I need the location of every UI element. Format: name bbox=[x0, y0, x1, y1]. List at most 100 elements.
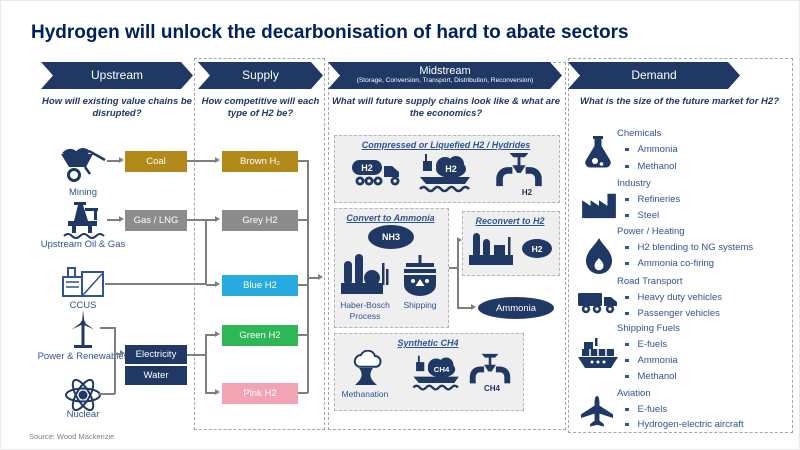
bullet bbox=[625, 147, 629, 152]
connector bbox=[206, 284, 215, 286]
arrowhead bbox=[318, 274, 323, 280]
flame-icon bbox=[586, 238, 612, 274]
demand-item: H2 blending to NG systems bbox=[625, 242, 791, 253]
demand-item-label: Steel bbox=[637, 210, 660, 221]
upstream-source-power-renewables: Power & Renewables bbox=[37, 351, 129, 362]
upstream-source-ccus: CCUS bbox=[69, 300, 97, 311]
demand-item: Methanol bbox=[625, 371, 791, 382]
wind-turbine-icon bbox=[71, 310, 95, 348]
connector bbox=[100, 327, 115, 329]
h2-pipeline-valve-icon bbox=[496, 152, 542, 187]
source-note: Source: Wood Mackenzie bbox=[29, 432, 115, 441]
demand-item-label: E-fuels bbox=[637, 404, 668, 415]
connector bbox=[205, 219, 207, 285]
page-title: Hydrogen will unlock the decarbonisation… bbox=[31, 22, 629, 43]
upstream-source-nuclear: Nuclear bbox=[66, 409, 100, 420]
bullet bbox=[625, 358, 629, 363]
bullet bbox=[625, 164, 629, 169]
flask-icon bbox=[585, 136, 611, 168]
connector bbox=[298, 160, 308, 162]
oil-rig-icon bbox=[63, 202, 105, 239]
demand-item: Steel bbox=[625, 210, 791, 221]
connector bbox=[298, 392, 308, 394]
arrowhead bbox=[119, 216, 124, 222]
connector bbox=[447, 267, 458, 269]
demand-item: Methanol bbox=[625, 161, 791, 172]
midstream-synthetic-title: Synthetic CH4 bbox=[397, 338, 459, 348]
h2-tag: H2 bbox=[361, 163, 373, 173]
question-supply: How competitive will each type of H2 be? bbox=[201, 96, 320, 120]
demand-item-label: Ammonia bbox=[637, 144, 678, 155]
connector bbox=[298, 334, 308, 336]
h2-type-blue: Blue H2 bbox=[222, 275, 298, 296]
midstream-compressed-title: Compressed or Liquefied H2 / Hydrides bbox=[361, 140, 531, 150]
connector bbox=[206, 392, 215, 394]
connector bbox=[107, 219, 119, 221]
connector bbox=[115, 353, 120, 355]
demand-sector-aviation: Aviation bbox=[617, 388, 651, 399]
ammonia-blob: Ammonia bbox=[478, 297, 554, 319]
demand-item: Refineries bbox=[625, 194, 791, 205]
feedstock-electricity: Electricity bbox=[125, 345, 187, 364]
connector bbox=[187, 354, 205, 356]
demand-item: Heavy duty vehicles bbox=[625, 292, 791, 303]
haber-bosch-label: Haber-Bosch Process bbox=[340, 300, 390, 321]
demand-item-label: Hydrogen-electric aircraft bbox=[637, 419, 744, 430]
arrowhead bbox=[215, 389, 220, 395]
pipeline-ch4-tag: CH4 bbox=[483, 384, 500, 393]
demand-item-label: H2 blending to NG systems bbox=[637, 242, 754, 253]
ch4-tag: CH4 bbox=[434, 365, 450, 374]
stage-arrow-midstream: Midstream (Storage, Conversion, Transpor… bbox=[328, 62, 562, 89]
question-upstream: How will existing value chains be disrup… bbox=[42, 96, 192, 120]
stage-arrow-upstream: Upstream bbox=[41, 62, 193, 89]
h2-tag: H2 bbox=[445, 164, 457, 174]
demand-item: E-fuels bbox=[625, 339, 791, 350]
atom-icon bbox=[65, 379, 101, 411]
connector bbox=[105, 283, 206, 285]
ccus-plant-icon bbox=[62, 267, 104, 297]
feedstock-water: Water bbox=[125, 366, 187, 385]
demand-item: Ammonia bbox=[625, 355, 791, 366]
demand-item: Passenger vehicles bbox=[625, 308, 791, 319]
bullet bbox=[625, 295, 629, 300]
demand-item-label: Methanol bbox=[637, 371, 677, 382]
connector bbox=[98, 393, 115, 395]
reconversion-plant-icon bbox=[469, 233, 513, 265]
question-midstream: What will future supply chains look like… bbox=[331, 96, 561, 120]
demand-item: Ammonia bbox=[625, 144, 791, 155]
h2-type-brown: Brown H₂ bbox=[222, 151, 298, 172]
bullet bbox=[625, 342, 629, 347]
demand-sector-shipping-fuels: Shipping Fuels bbox=[617, 323, 680, 334]
connector bbox=[205, 334, 207, 394]
connector bbox=[457, 307, 471, 309]
stage-sublabel-midstream: (Storage, Conversion, Transport, Distrib… bbox=[356, 76, 534, 84]
upstream-source-mining: Mining bbox=[69, 187, 97, 198]
demand-item: E-fuels bbox=[625, 404, 791, 415]
arrowhead bbox=[119, 157, 124, 163]
bullet bbox=[625, 407, 629, 412]
demand-item-label: Passenger vehicles bbox=[637, 308, 720, 319]
bullet bbox=[625, 422, 629, 427]
connector bbox=[187, 160, 215, 162]
connector bbox=[187, 219, 215, 221]
bullet bbox=[625, 245, 629, 250]
demand-item-label: Heavy duty vehicles bbox=[637, 292, 722, 303]
pipeline-h2-tag: H2 bbox=[521, 188, 533, 197]
truck-icon bbox=[578, 293, 617, 314]
ship-icon bbox=[578, 338, 618, 368]
stage-label-midstream: Midstream bbox=[419, 65, 471, 78]
connector bbox=[114, 327, 116, 394]
demand-sector-power-heating: Power / Heating bbox=[617, 226, 685, 237]
methanation-label: Methanation bbox=[341, 389, 389, 399]
question-demand: What is the size of the future market fo… bbox=[580, 96, 779, 107]
connector bbox=[107, 160, 119, 162]
midstream-reconvert-title: Reconvert to H2 bbox=[475, 216, 545, 226]
demand-sector-road-transport: Road Transport bbox=[617, 276, 683, 287]
arrowhead bbox=[215, 157, 220, 163]
cargo-ship-front-icon bbox=[404, 255, 436, 296]
haber-bosch-plant-icon bbox=[341, 254, 389, 294]
arrowhead bbox=[120, 350, 125, 356]
stage-label-supply: Supply bbox=[242, 68, 279, 83]
demand-sector-chemicals: Chemicals bbox=[617, 128, 662, 139]
